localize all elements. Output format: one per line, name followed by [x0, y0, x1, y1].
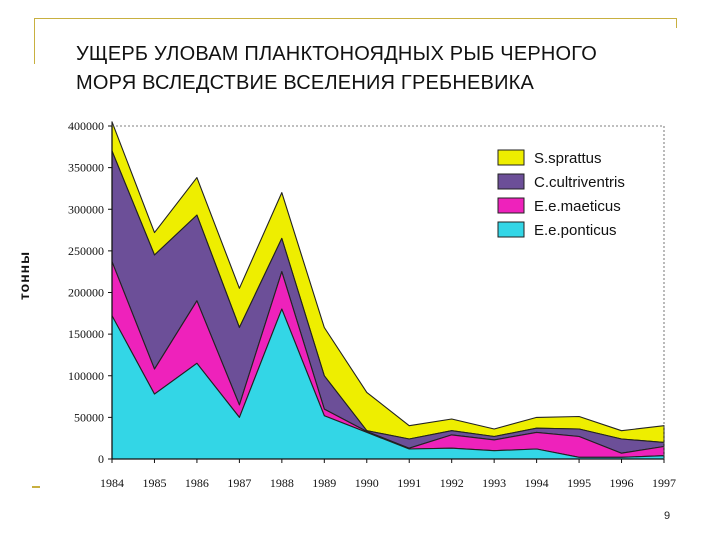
- x-tick-label: 1994: [525, 476, 549, 490]
- x-tick-label: 1993: [482, 476, 506, 490]
- y-tick-label: 350000: [68, 161, 104, 175]
- x-tick-label: 1992: [440, 476, 464, 490]
- x-tick-label: 1990: [355, 476, 379, 490]
- y-tick-label: 300000: [68, 202, 104, 216]
- frame-tick-bottom: [32, 486, 40, 488]
- legend-label-e-e-maeticus: E.e.maeticus: [534, 198, 621, 215]
- x-tick-label: 1985: [142, 476, 166, 490]
- x-tick-label: 1987: [227, 476, 251, 490]
- y-tick-label: 200000: [68, 286, 104, 300]
- legend-label-e-e-ponticus: E.e.ponticus: [534, 222, 617, 239]
- legend-swatch-c-cultriventris: [497, 173, 525, 190]
- slide-title: УЩЕРБ УЛОВАМ ПЛАНКТОНОЯДНЫХ РЫБ ЧЕРНОГО …: [76, 43, 597, 94]
- x-tick-label: 1996: [610, 476, 634, 490]
- frame-line-right: [676, 18, 677, 28]
- x-tick-label: 1995: [567, 476, 591, 490]
- x-tick-label: 1986: [185, 476, 209, 490]
- x-tick-label: 1997: [652, 476, 676, 490]
- x-tick-label: 1988: [270, 476, 294, 490]
- page-number: 9: [664, 510, 671, 522]
- y-tick-label: 50000: [74, 410, 104, 424]
- legend-label-s-sprattus: S.sprattus: [534, 150, 602, 167]
- y-tick-label: 150000: [68, 327, 104, 341]
- y-tick-label: 0: [98, 452, 104, 466]
- y-tick-label: 100000: [68, 369, 104, 383]
- x-tick-label: 1991: [397, 476, 421, 490]
- y-tick-label: 400000: [68, 119, 104, 133]
- legend-swatch-e-e-ponticus: [497, 221, 525, 238]
- y-tick-label: 250000: [68, 244, 104, 258]
- x-tick-label: 1984: [100, 476, 124, 490]
- chart-legend: S.sprattus C.cultriventris E.e.maeticus E.e…: [490, 140, 656, 246]
- chart-axes: 0 50000 100000 150000 200000 250000 300000 3500…: [68, 119, 676, 490]
- legend-swatch-e-e-maeticus: [497, 197, 525, 214]
- frame-line-top: [34, 18, 676, 19]
- frame-line-left: [34, 18, 35, 64]
- legend-label-c-cultriventris: C.cultriventris: [534, 174, 625, 191]
- legend-swatch-s-sprattus: [497, 149, 525, 166]
- x-tick-label: 1989: [312, 476, 336, 490]
